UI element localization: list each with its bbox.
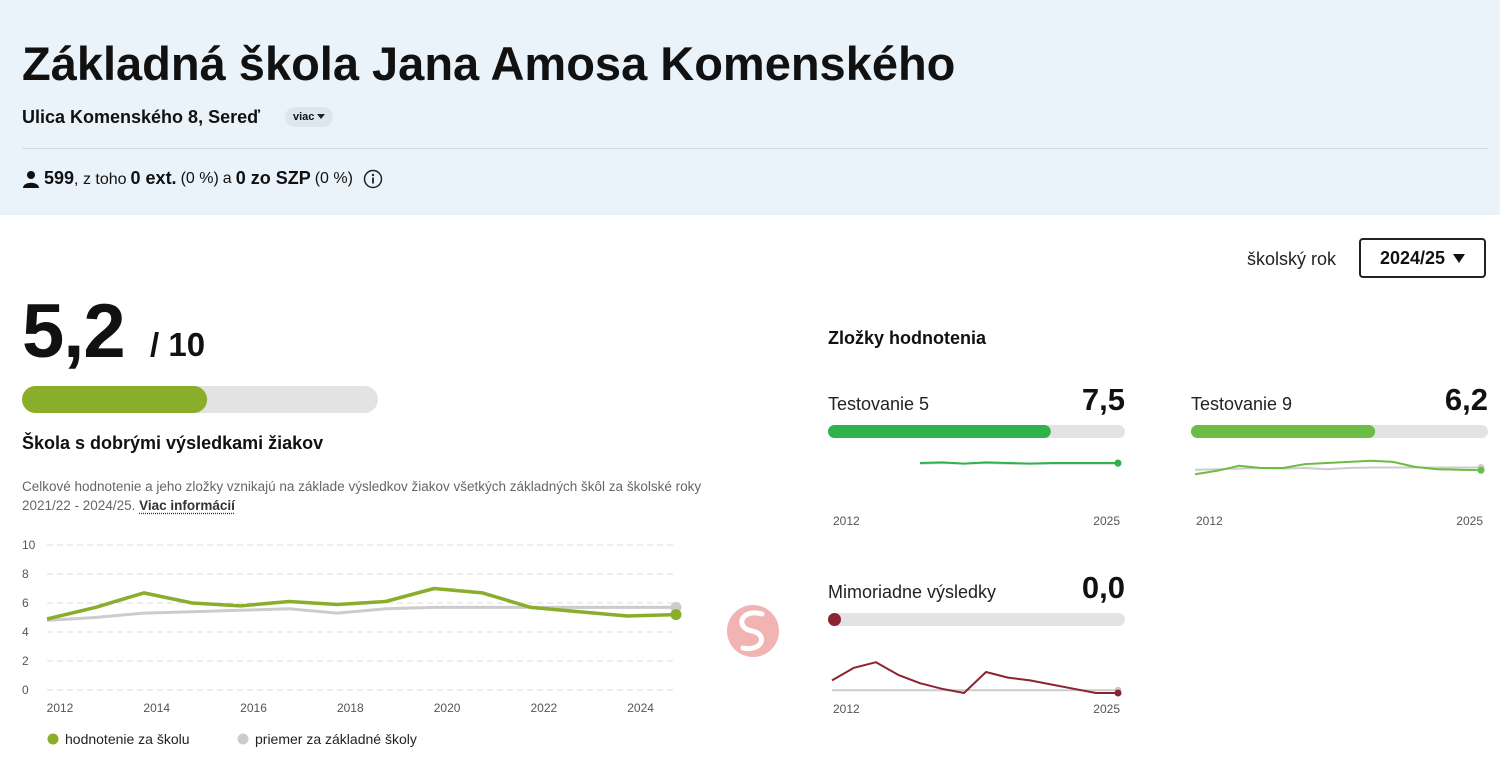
person-icon <box>23 170 39 188</box>
components-heading: Zložky hodnotenia <box>828 328 987 348</box>
score-max: / 10 <box>150 326 206 363</box>
info-icon[interactable] <box>363 169 383 189</box>
legend-dot <box>237 733 249 745</box>
summary-heading: Škola s dobrými výsledkami žiakov <box>22 433 324 453</box>
x-tick-label: 2025 <box>1093 514 1120 528</box>
address: Ulica Komenského 8, Sereď <box>22 107 261 127</box>
student-count: 599 <box>44 168 75 188</box>
component-value: 7,5 <box>1082 382 1125 417</box>
y-tick-label: 2 <box>22 654 29 668</box>
series-line <box>919 461 1118 465</box>
watermark-logo <box>727 605 779 657</box>
series-line <box>46 605 676 622</box>
y-tick-label: 4 <box>22 625 29 639</box>
component-name: Testovanie 5 <box>828 394 929 414</box>
end-dot <box>1114 459 1122 467</box>
x-tick-label: 2022 <box>530 701 557 715</box>
bar-fill <box>828 425 1051 438</box>
legend-dot <box>47 733 59 745</box>
more-info-link[interactable]: Viac informácií <box>139 498 235 513</box>
x-tick-label: 2016 <box>240 701 267 715</box>
school-title: Základná škola Jana Amosa Komenského <box>22 37 956 90</box>
stats-text: a <box>222 169 232 187</box>
dropdown-caret <box>1453 253 1466 263</box>
summary-body: Celkové hodnotenie a jeho zložky vznikaj… <box>22 479 702 513</box>
end-dot <box>1114 689 1122 697</box>
separator <box>22 148 1488 149</box>
x-tick-label: 2012 <box>833 514 860 528</box>
bar-fill <box>1191 425 1376 438</box>
y-tick-label: 8 <box>22 567 29 581</box>
x-tick-label: 2018 <box>337 701 364 715</box>
stats: 599, z toho 0 ext. (0 %) a 0 zo SZP (0 %… <box>22 168 383 189</box>
score: 5,2 <box>22 289 126 374</box>
bar-track <box>828 613 1125 626</box>
legend-label: priemer za základné školy <box>255 731 417 747</box>
bar-fill <box>828 613 841 626</box>
summary-text: Celkové hodnotenie a jeho zložky vznikaj… <box>22 477 702 515</box>
series-line <box>1194 466 1481 471</box>
header <box>0 0 1500 215</box>
component-value: 0,0 <box>1082 570 1125 605</box>
year-dropdown[interactable]: 2024/25 <box>1359 238 1486 278</box>
x-tick-label: 2014 <box>143 701 170 715</box>
series-line <box>1194 459 1482 476</box>
ext-pct: (0 %) <box>180 169 219 187</box>
more-caret <box>317 114 326 119</box>
series-line <box>831 661 1118 694</box>
x-tick-label: 2012 <box>1196 514 1223 528</box>
component-name: Mimoriadne výsledky <box>828 582 996 602</box>
szp-count: 0 zo SZP <box>235 168 311 188</box>
year-value[interactable]: 2024/25 <box>1379 247 1446 268</box>
end-dot <box>1477 466 1485 474</box>
component-name: Testovanie 9 <box>1191 394 1292 414</box>
x-tick-label: 2025 <box>1456 514 1483 528</box>
y-tick-label: 0 <box>22 683 29 697</box>
series-line <box>46 586 677 621</box>
legend-label: hodnotenie za školu <box>65 731 190 747</box>
more-button[interactable]: viac <box>285 107 334 127</box>
component-value: 6,2 <box>1445 382 1488 417</box>
bar-fill <box>22 386 208 413</box>
x-tick-label: 2024 <box>627 701 654 715</box>
more-label[interactable]: viac <box>293 111 315 123</box>
szp-pct: (0 %) <box>314 169 353 187</box>
x-tick-label: 2012 <box>833 702 860 716</box>
end-dot <box>670 609 682 621</box>
stats-text: , z toho <box>74 171 127 188</box>
x-tick-label: 2025 <box>1093 702 1120 716</box>
y-tick-label: 10 <box>22 538 36 552</box>
year-label: školský rok <box>1247 249 1337 269</box>
ext-count: 0 ext. <box>130 168 177 188</box>
x-tick-label: 2012 <box>47 701 74 715</box>
x-tick-label: 2020 <box>434 701 461 715</box>
y-tick-label: 6 <box>22 596 29 610</box>
